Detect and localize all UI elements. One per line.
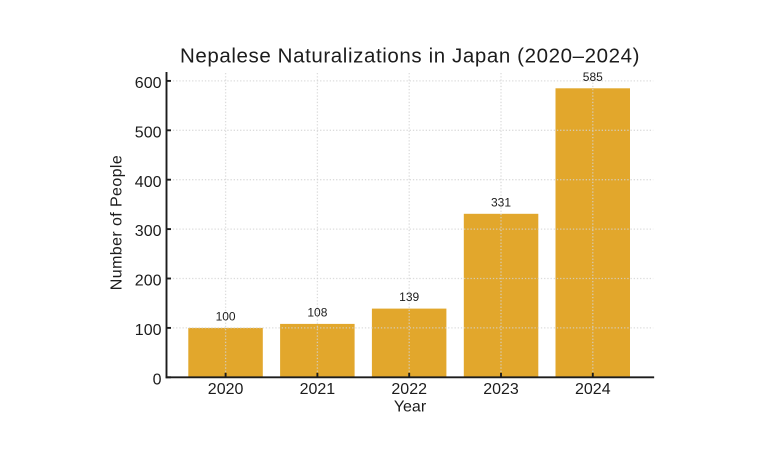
svg-text:200: 200 <box>135 273 162 290</box>
svg-text:139: 139 <box>399 290 419 304</box>
svg-text:300: 300 <box>135 223 162 240</box>
svg-text:108: 108 <box>307 306 327 320</box>
svg-text:2022: 2022 <box>391 381 427 398</box>
svg-text:2020: 2020 <box>208 381 244 398</box>
svg-text:500: 500 <box>135 124 162 141</box>
svg-text:331: 331 <box>491 195 511 209</box>
svg-text:2024: 2024 <box>575 381 611 398</box>
svg-text:Nepalese Naturalizations in Ja: Nepalese Naturalizations in Japan (2020–… <box>180 45 640 68</box>
svg-text:585: 585 <box>583 70 603 84</box>
svg-text:Year: Year <box>394 398 427 415</box>
svg-text:0: 0 <box>153 371 162 388</box>
svg-text:100: 100 <box>135 322 162 339</box>
svg-text:2021: 2021 <box>300 381 336 398</box>
svg-text:600: 600 <box>135 75 162 92</box>
svg-text:2023: 2023 <box>483 381 519 398</box>
svg-text:400: 400 <box>135 174 162 191</box>
svg-text:100: 100 <box>216 310 236 324</box>
svg-text:Number of People: Number of People <box>109 155 126 290</box>
